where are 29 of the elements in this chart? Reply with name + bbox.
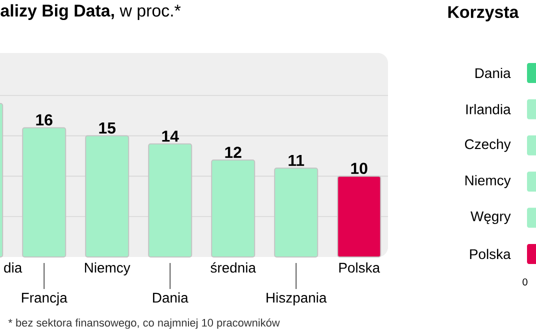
bar [22,127,66,258]
bar [274,168,318,258]
chart-title: alizy Big Data, w proc.* [0,4,181,20]
category-label: Polska [470,248,511,260]
x-tick-label: Polska [339,262,380,273]
x-tick-label: Francja [22,292,68,306]
x-tick-label: dia [4,262,22,273]
text: * bez sektora finansowego, co najmniej 10 pracowników [8,318,280,329]
bar [211,160,256,258]
category-label: Węgry [470,212,511,224]
data-label: 16 [36,114,52,126]
category-label: Niemcy [465,175,511,188]
data-label: 12 [225,146,242,158]
data-label: 11 [288,154,304,166]
category-label: Irlandia [466,104,511,114]
data-label: 10 [351,162,368,174]
bar [148,143,192,258]
x-tick-label: Hiszpania [266,292,327,306]
category-label: Czechy [465,138,511,152]
category-label: Dania [476,68,511,78]
data-label: 15 [99,122,116,134]
x-tick-label: Dania [153,292,188,303]
text: 0 [522,278,528,286]
data-label: 14 [162,130,179,142]
bar [85,135,130,258]
x-tick-label: Niemcy [84,262,130,276]
bar [337,176,382,258]
text: Korzysta [448,6,519,22]
x-tick-label: średnia [210,262,256,273]
